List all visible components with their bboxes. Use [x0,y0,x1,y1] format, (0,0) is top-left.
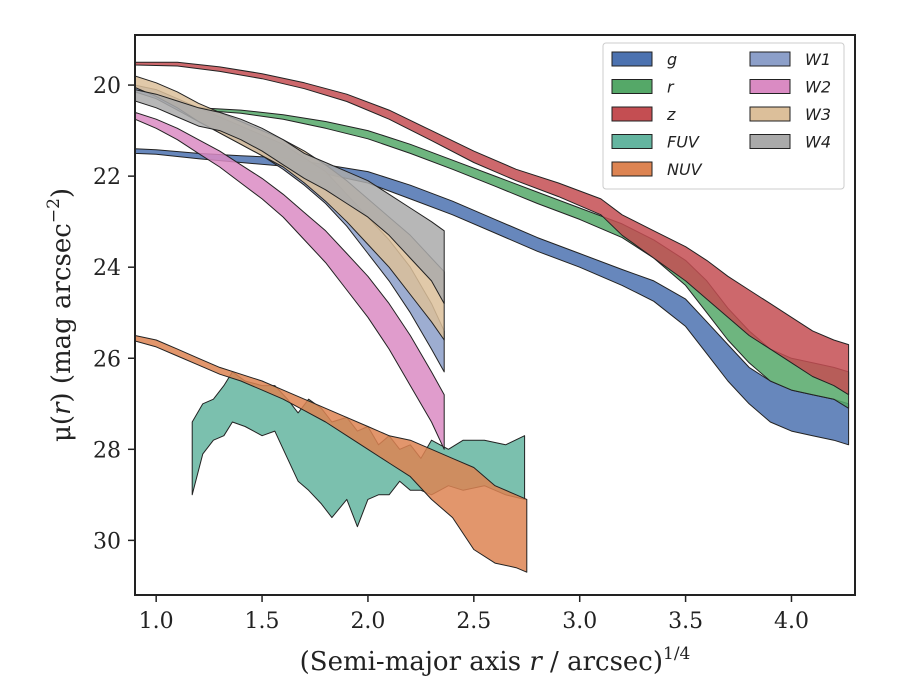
y-tick-label: 22 [93,165,121,190]
y-axis-ticks: 20 22 24 26 28 30 [93,74,135,554]
x-axis-title: (Semi-major axis r / arcsec)1/4 [300,644,691,677]
legend-swatch-W3 [749,106,791,122]
legend-swatch-W1 [749,51,791,67]
y-tick-label: 28 [93,438,121,463]
y-tick-label: 24 [93,256,121,281]
x-tick-label: 2.0 [350,609,385,634]
plot-frame [134,34,856,596]
x-axis-ticks: 1.0 1.5 2.0 2.5 3.0 3.5 4.0 [139,595,809,634]
legend-label-W1: W1 [805,50,831,69]
band-z [135,61,850,396]
legend-label-NUV: NUV [667,160,703,179]
legend-label-g: g [667,50,677,69]
band-r [198,107,850,409]
series-bands [135,61,850,573]
legend-label-W3: W3 [805,105,831,124]
legend-label-z: z [666,105,676,124]
legend-swatch-z [611,106,653,122]
legend-swatch-W4 [749,134,791,149]
band-g [135,148,850,446]
legend-swatch-W2 [749,79,791,94]
x-tick-label: 2.5 [456,609,491,634]
legend-swatch-NUV [611,161,653,177]
x-tick-label: 3.0 [562,609,597,634]
x-tick-label: 1.0 [139,609,174,634]
legend-swatch-g [611,51,653,67]
band-NUV [135,335,528,573]
legend-swatch-r [611,79,653,94]
legend-label-FUV: FUV [667,133,700,152]
x-tick-label: 1.5 [245,609,280,634]
legend-label-W4: W4 [805,133,831,152]
y-axis-title: μ(r) (mag arcsec−2) [44,188,77,442]
legend-label-W2: W2 [805,78,831,97]
x-tick-label: 4.0 [774,609,809,634]
band-W2 [135,111,445,450]
y-tick-label: 30 [93,529,121,554]
y-tick-label: 20 [93,74,121,99]
legend-swatch-FUV [611,134,653,149]
legend-label-r: r [667,78,675,97]
band-W4 [135,89,445,305]
y-tick-label: 26 [93,347,121,372]
x-tick-label: 3.5 [668,609,703,634]
legend: grz FUV NUV W1 W2 W3 W4 [602,42,845,190]
